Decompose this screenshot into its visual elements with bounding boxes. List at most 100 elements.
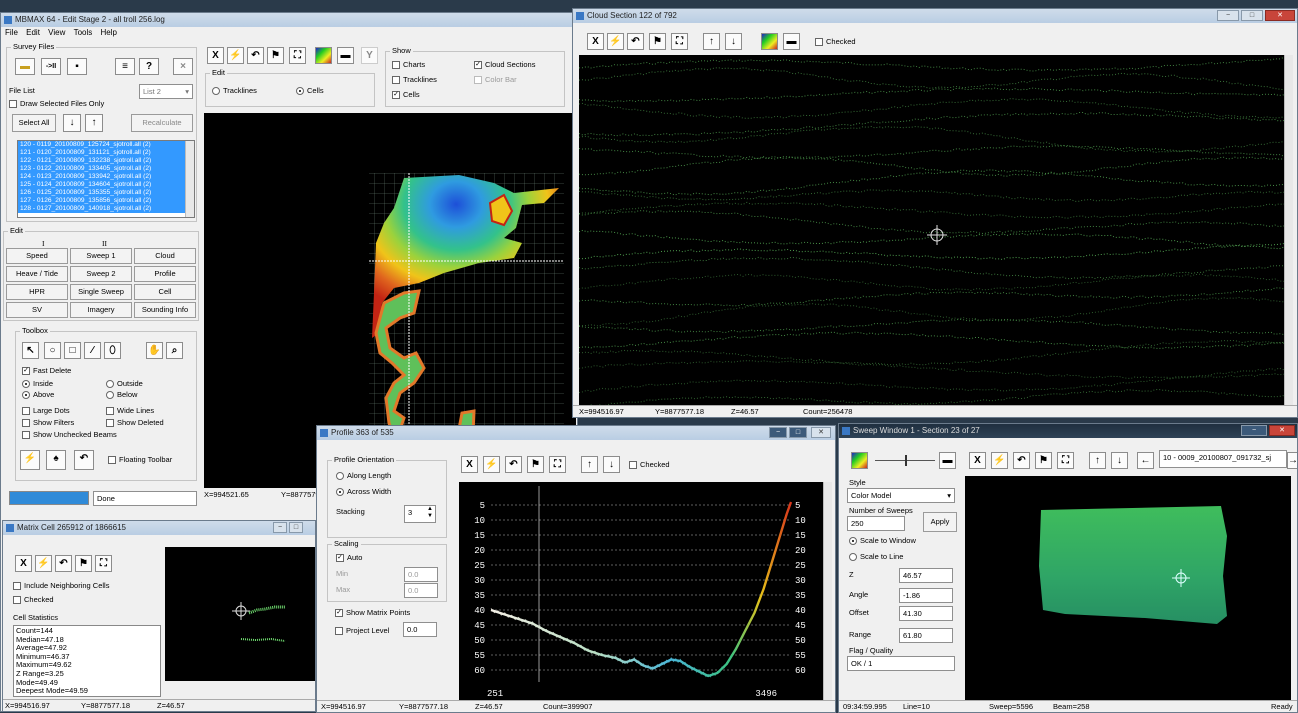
filter-icon[interactable]: ⚡ [35,555,52,572]
profile-scrollbar[interactable] [823,482,832,700]
bar-icon[interactable]: ▬ [337,47,354,64]
menu-view[interactable]: View [48,28,66,37]
lasso-icon[interactable]: ○ [44,342,61,359]
list-item[interactable]: 120 - 0119_20100809_125724_sjotroll.all … [18,141,194,149]
list-item[interactable]: 125 - 0124_20100809_134604_sjotroll.all … [18,181,194,189]
undo-box-icon[interactable]: ↶ [1013,452,1030,469]
charts-checkbox[interactable]: Charts [392,60,425,70]
filter-icon[interactable]: ⚡ [227,47,244,64]
sweep2-button[interactable]: Sweep 2 [70,266,132,282]
color-scale-icon[interactable] [761,33,778,50]
flag-icon[interactable]: ⚑ [75,555,92,572]
arrow-down-icon[interactable]: ↓ [725,33,742,50]
list-select[interactable]: List 2 ▾ [139,84,193,99]
z-field[interactable]: 46.57 [899,568,953,583]
pan-hand-icon[interactable]: ✋ [146,342,163,359]
num-sweeps-field[interactable]: 250 [847,516,905,531]
file-list[interactable]: 120 - 0119_20100809_125724_sjotroll.all … [17,140,195,218]
eraser-icon[interactable]: ⬯ [104,342,121,359]
close-icon[interactable]: ✕ [811,427,831,438]
matrix-view[interactable] [165,547,315,681]
line-icon[interactable]: ∕ [84,342,101,359]
filter-icon[interactable]: ⚡ [607,33,624,50]
bar-icon[interactable]: ▬ [939,452,956,469]
arrow-up-icon[interactable]: ↑ [85,114,103,132]
profile-chart[interactable]: 5 5 10 10 15 15 20 20 25 25 30 30 35 35 40 40 45 45 50 50 55… [459,482,823,700]
include-neighbors-checkbox[interactable]: Include Neighboring Cells [13,581,109,591]
delete-x-icon[interactable]: X [969,452,986,469]
maximize-icon[interactable]: □ [1241,10,1263,21]
tracklines-checkbox[interactable]: Tracklines [392,75,437,85]
along-length-radio[interactable]: Along Length [336,471,391,481]
offset-field[interactable]: 41.30 [899,606,953,621]
fit-extent-icon[interactable]: ⛶ [95,555,112,572]
stepper-arrows-icon[interactable]: ▲ ▼ [427,506,433,519]
fit-extent-icon[interactable]: ⛶ [549,456,566,473]
undo-box-icon[interactable]: ↶ [247,47,264,64]
cloud-scrollbar[interactable] [1284,55,1293,405]
matrix-checked-checkbox[interactable]: Checked [13,595,54,605]
sounding-info-button[interactable]: Sounding Info [134,302,196,318]
draw-selected-checkbox[interactable]: Draw Selected Files Only [9,99,104,109]
close-icon[interactable]: ✕ [1269,425,1295,436]
fit-extent-icon[interactable]: ⛶ [671,33,688,50]
help-icon[interactable]: ? [139,58,159,75]
arrow-up-icon[interactable]: ↑ [703,33,720,50]
list-item[interactable]: 128 - 0127_20100809_140918_sjotroll.all … [18,205,194,213]
open-folder-icon[interactable]: ▬ [15,58,35,75]
slider-thumb[interactable] [905,455,907,466]
undo-box-icon[interactable]: ↶ [505,456,522,473]
arrow-down-icon[interactable]: ↓ [603,456,620,473]
menu-tools[interactable]: Tools [73,28,93,37]
filter-delete-icon[interactable]: ⚡ [20,450,40,470]
cell-button[interactable]: Cell [134,284,196,300]
list-item[interactable]: 122 - 0121_20100809_132238_sjotroll.all … [18,157,194,165]
arrow-up-icon[interactable]: ↑ [581,456,598,473]
sweep-file-field[interactable]: 10 - 0009_20100807_091732_sj [1159,450,1287,468]
below-radio[interactable]: Below [106,390,137,400]
edit-cells-radio[interactable]: Cells [296,86,324,96]
hpr-button[interactable]: HPR [6,284,68,300]
list-item[interactable]: 123 - 0122_20100809_133405_sjotroll.all … [18,165,194,173]
speed-button[interactable]: Speed [6,248,68,264]
menu-help[interactable]: Help [100,28,117,37]
minimize-icon[interactable]: − [769,427,787,438]
zoom-icon[interactable]: ⌕ [166,342,183,359]
next-file-icon[interactable]: ->II [41,58,61,75]
cloud-button[interactable]: Cloud [134,248,196,264]
list-item[interactable]: 121 - 0120_20100809_131121_sjotroll.all … [18,149,194,157]
delete-x-icon[interactable]: X [461,456,478,473]
filter-icon[interactable]: ⚡ [991,452,1008,469]
delete-x-icon[interactable]: X [207,47,224,64]
above-radio[interactable]: Above [22,390,54,400]
auto-checkbox[interactable]: ✓ Auto [336,553,363,563]
wide-lines-checkbox[interactable]: Wide Lines [106,406,154,416]
flag-icon[interactable]: ⚑ [649,33,666,50]
arrow-left-icon[interactable]: ← [1137,452,1154,469]
range-field[interactable]: 61.80 [899,628,953,643]
maximize-icon[interactable]: □ [289,522,303,533]
floating-toolbar-checkbox[interactable]: Floating Toolbar [108,455,172,465]
minimize-icon[interactable]: − [273,522,287,533]
rectangle-icon[interactable]: □ [64,342,81,359]
stacking-stepper[interactable]: 3 ▲ ▼ [404,505,436,523]
profile-checked-checkbox[interactable]: Checked [629,460,670,470]
flag-quality-field[interactable]: OK / 1 [847,656,955,671]
profile-button[interactable]: Profile [134,266,196,282]
scale-window-radio[interactable]: Scale to Window [849,536,916,546]
project-level-checkbox[interactable]: Project Level [335,626,389,636]
arrow-down-icon[interactable]: ↓ [1111,452,1128,469]
menu-file[interactable]: File [5,28,18,37]
undo-box-icon[interactable]: ↶ [627,33,644,50]
maximize-icon[interactable]: □ [789,427,807,438]
imagery-button[interactable]: Imagery [70,302,132,318]
filter-icon[interactable]: ⚡ [483,456,500,473]
scale-line-radio[interactable]: Scale to Line [849,552,903,562]
show-deleted-checkbox[interactable]: Show Deleted [106,418,164,428]
show-filters-checkbox[interactable]: Show Filters [22,418,74,428]
show-unchecked-checkbox[interactable]: Show Unchecked Beams [22,430,117,440]
undo-icon[interactable]: ↶ [74,450,94,470]
sv-button[interactable]: SV [6,302,68,318]
file-list-scrollbar[interactable] [185,141,194,217]
arrow-down-icon[interactable]: ↓ [63,114,81,132]
